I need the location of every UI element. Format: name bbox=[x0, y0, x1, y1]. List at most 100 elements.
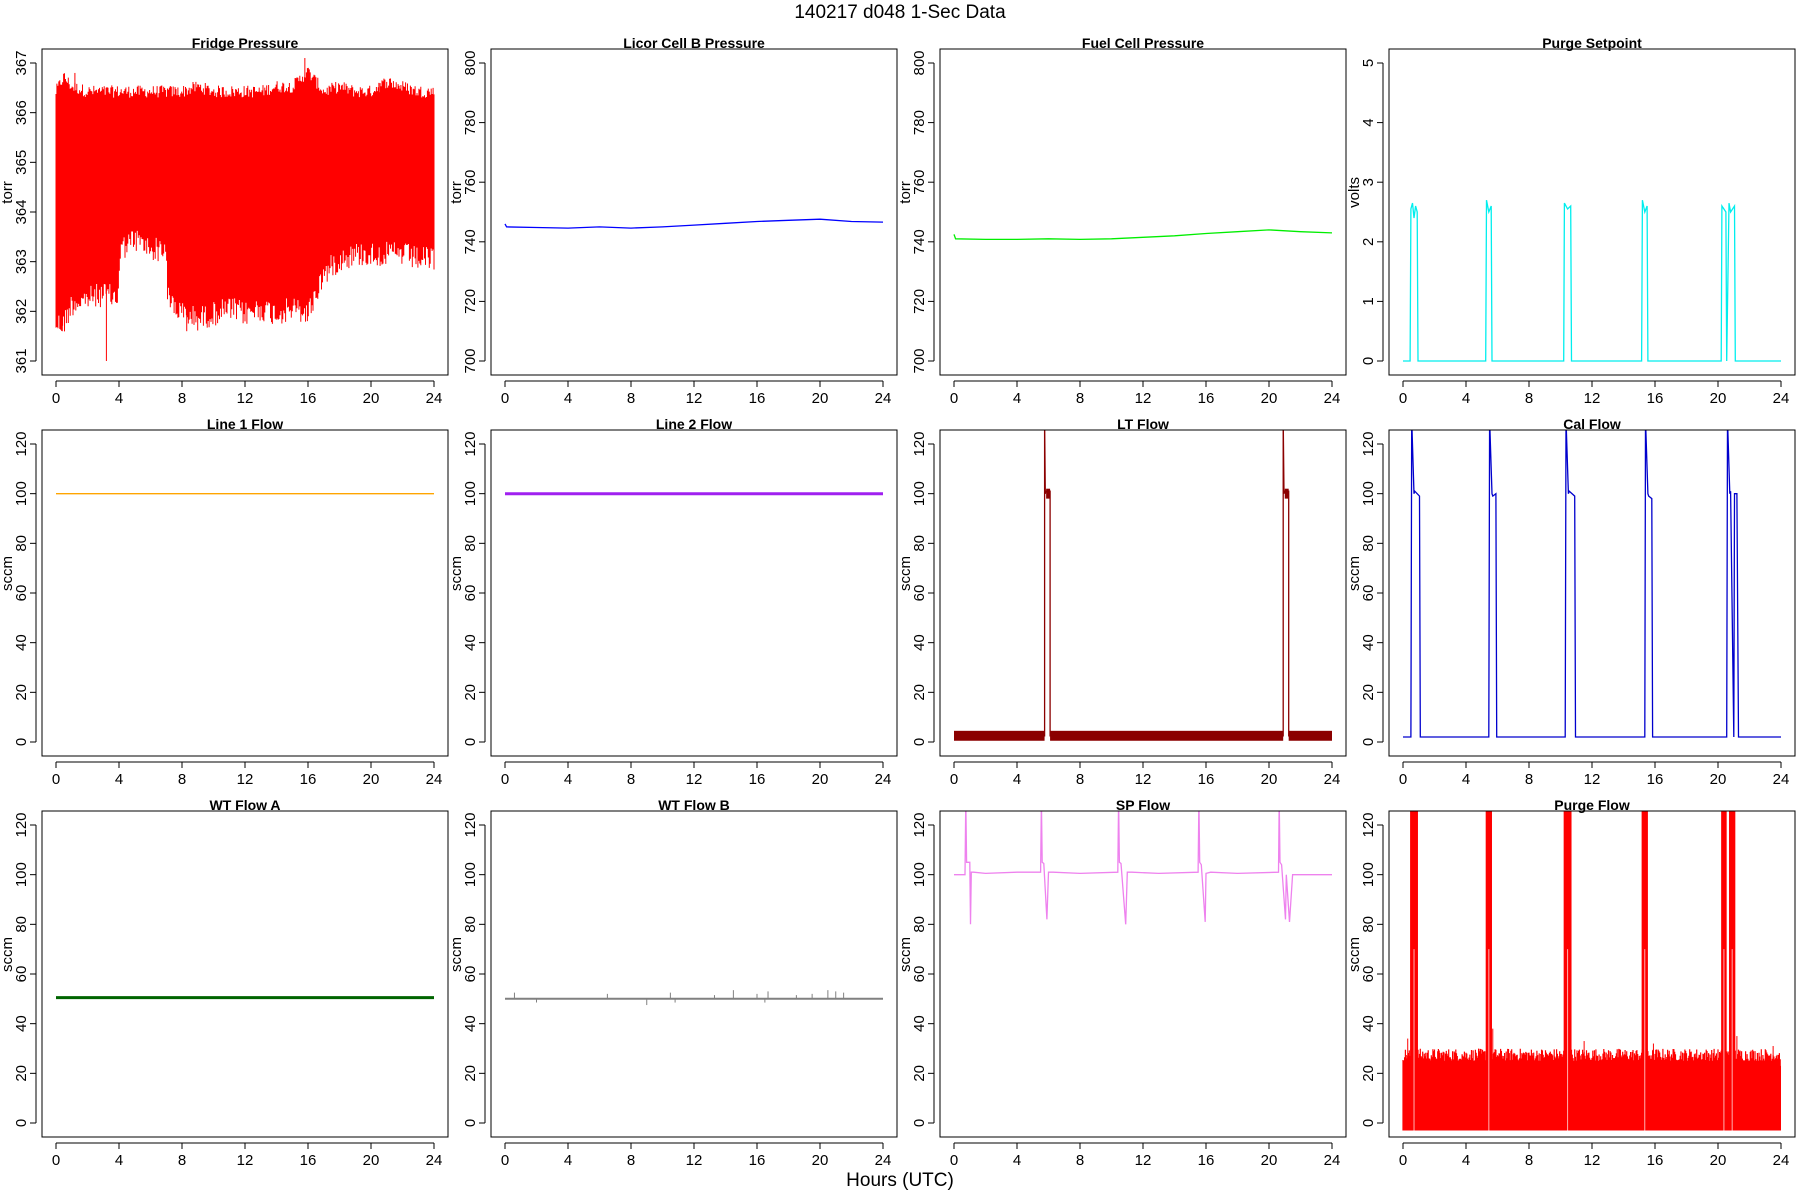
plot-frame bbox=[939, 48, 1347, 376]
x-tick-label: 8 bbox=[1076, 771, 1084, 788]
panel-purge-flow: 0 4 8 12 16 20 24 0 20 40 60 80 100 120 sccm Purge Flow bbox=[1346, 797, 1796, 1169]
y-axis-label: volts bbox=[1346, 177, 1363, 208]
y-tick-label: 362 bbox=[13, 299, 30, 324]
x-tick-label: 0 bbox=[950, 771, 958, 788]
x-tick-label: 12 bbox=[686, 771, 703, 788]
y-tick-label: 80 bbox=[462, 535, 479, 552]
x-tick-label: 12 bbox=[1135, 771, 1152, 788]
x-tick-label: 20 bbox=[1261, 390, 1278, 407]
y-tick-label: 40 bbox=[13, 1015, 30, 1032]
y-tick-label: 100 bbox=[13, 481, 30, 506]
x-tick-label: 24 bbox=[875, 390, 892, 407]
y-tick-label: 720 bbox=[911, 289, 928, 314]
x-tick-label: 20 bbox=[812, 771, 829, 788]
x-tick-label: 0 bbox=[501, 1152, 509, 1169]
x-tick-label: 8 bbox=[1525, 1152, 1533, 1169]
y-tick-label: 120 bbox=[462, 812, 479, 837]
x-tick-label: 8 bbox=[627, 771, 635, 788]
plot-area bbox=[1403, 430, 1781, 738]
y-tick-label: 365 bbox=[13, 150, 30, 175]
data-series-line bbox=[504, 218, 884, 229]
y-tick-label: 80 bbox=[1360, 535, 1377, 552]
x-tick-label: 16 bbox=[749, 1152, 766, 1169]
x-tick-label: 16 bbox=[1198, 1152, 1215, 1169]
y-tick-label: 20 bbox=[13, 684, 30, 701]
y-axis-label: sccm bbox=[448, 556, 465, 591]
data-series-line bbox=[954, 430, 1332, 737]
y-tick-label: 0 bbox=[1360, 357, 1377, 365]
x-tick-label: 8 bbox=[627, 1152, 635, 1169]
x-tick-label: 20 bbox=[363, 771, 380, 788]
y-tick-label: 20 bbox=[911, 1065, 928, 1082]
y-tick-label: 40 bbox=[13, 634, 30, 651]
y-tick-label: 20 bbox=[1360, 684, 1377, 701]
x-tick-label: 24 bbox=[1773, 771, 1790, 788]
y-tick-label: 80 bbox=[1360, 916, 1377, 933]
y-tick-label: 80 bbox=[462, 916, 479, 933]
chart-title: Cal Flow bbox=[1563, 416, 1621, 432]
plot-frame bbox=[41, 429, 449, 757]
x-tick-label: 4 bbox=[564, 1152, 572, 1169]
plot-area bbox=[505, 990, 883, 1006]
x-tick-label: 4 bbox=[1462, 1152, 1470, 1169]
y-tick-label: 20 bbox=[13, 1065, 30, 1082]
y-tick-label: 2 bbox=[1360, 238, 1377, 246]
y-tick-label: 60 bbox=[911, 585, 928, 602]
x-tick-label: 0 bbox=[1399, 771, 1407, 788]
x-tick-label: 20 bbox=[363, 390, 380, 407]
x-tick-label: 24 bbox=[426, 771, 443, 788]
chart-title: Line 1 Flow bbox=[207, 416, 283, 432]
x-tick-label: 20 bbox=[1261, 1152, 1278, 1169]
x-tick-label: 24 bbox=[1324, 1152, 1341, 1169]
y-axis-label: torr bbox=[897, 181, 914, 204]
x-tick-label: 16 bbox=[749, 390, 766, 407]
y-tick-label: 60 bbox=[1360, 966, 1377, 983]
plot-frame bbox=[939, 429, 1347, 757]
y-tick-label: 80 bbox=[13, 916, 30, 933]
y-tick-label: 700 bbox=[462, 348, 479, 373]
x-tick-label: 24 bbox=[875, 1152, 892, 1169]
x-tick-label: 12 bbox=[1584, 390, 1601, 407]
y-axis-label: sccm bbox=[1346, 556, 1363, 591]
y-tick-label: 700 bbox=[911, 348, 928, 373]
y-tick-label: 120 bbox=[911, 812, 928, 837]
x-tick-label: 8 bbox=[1525, 390, 1533, 407]
x-tick-label: 24 bbox=[426, 1152, 443, 1169]
plot-area bbox=[1403, 199, 1781, 362]
x-tick-label: 0 bbox=[52, 1152, 60, 1169]
chart-title: WT Flow B bbox=[658, 797, 730, 813]
y-tick-label: 0 bbox=[13, 738, 30, 746]
x-tick-label: 16 bbox=[1647, 390, 1664, 407]
x-tick-label: 20 bbox=[1710, 1152, 1727, 1169]
y-axis-label: sccm bbox=[897, 556, 914, 591]
y-tick-label: 0 bbox=[911, 738, 928, 746]
data-band bbox=[1284, 488, 1289, 499]
x-tick-label: 8 bbox=[178, 1152, 186, 1169]
x-tick-label: 12 bbox=[1584, 771, 1601, 788]
chart-title: Fridge Pressure bbox=[192, 35, 299, 51]
y-tick-label: 60 bbox=[13, 966, 30, 983]
y-tick-label: 60 bbox=[1360, 585, 1377, 602]
y-tick-label: 366 bbox=[13, 100, 30, 125]
x-tick-label: 12 bbox=[686, 1152, 703, 1169]
plot-frame bbox=[1388, 429, 1796, 757]
panel-fridge-pressure: 0 4 8 12 16 20 24 361 362 363 364 365 366 367 torr Frid… bbox=[0, 35, 449, 407]
data-floor bbox=[1403, 1065, 1781, 1131]
x-tick-label: 24 bbox=[1773, 1152, 1790, 1169]
y-tick-label: 780 bbox=[911, 110, 928, 135]
y-tick-label: 20 bbox=[462, 684, 479, 701]
x-tick-label: 16 bbox=[300, 771, 317, 788]
plot-area bbox=[55, 58, 435, 361]
x-tick-label: 4 bbox=[1013, 390, 1021, 407]
x-tick-label: 0 bbox=[501, 771, 509, 788]
x-tick-label: 4 bbox=[564, 390, 572, 407]
y-tick-label: 0 bbox=[462, 1119, 479, 1127]
x-tick-label: 8 bbox=[178, 390, 186, 407]
y-tick-label: 100 bbox=[911, 862, 928, 887]
x-tick-label: 12 bbox=[1135, 1152, 1152, 1169]
panel-cal-flow: 0 4 8 12 16 20 24 0 20 40 60 80 100 120 sccm Cal Flow bbox=[1346, 416, 1796, 788]
x-tick-label: 12 bbox=[1584, 1152, 1601, 1169]
y-axis-label: sccm bbox=[0, 556, 16, 591]
panel-line-2-flow: 0 4 8 12 16 20 24 0 20 40 60 80 100 120 sccm Line 2 Flo… bbox=[448, 416, 898, 788]
